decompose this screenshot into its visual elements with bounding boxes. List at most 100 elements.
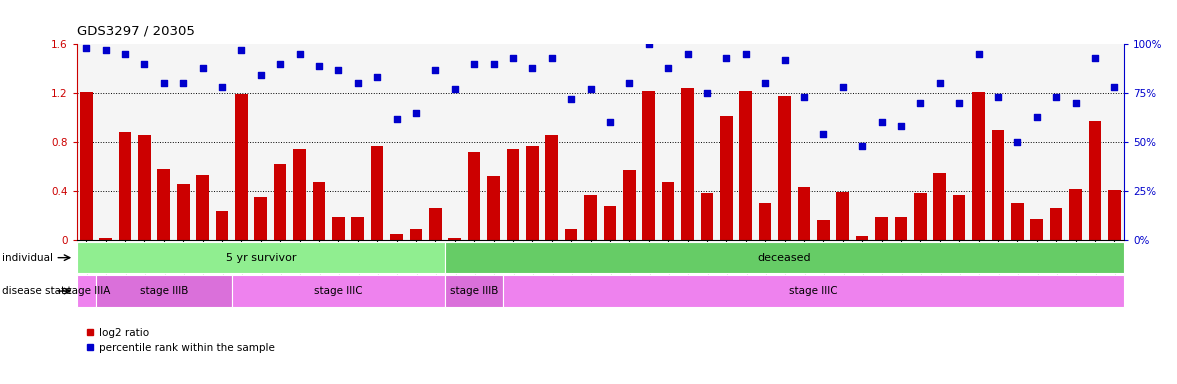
Point [406, 109, 425, 116]
Bar [623, 170, 636, 240]
Bar [1050, 208, 1063, 240]
Point [310, 63, 328, 69]
Text: stage IIIA: stage IIIA [62, 286, 111, 296]
Bar [430, 208, 441, 240]
Point [776, 57, 794, 63]
Point [561, 96, 580, 102]
Bar [895, 217, 907, 240]
Point [213, 84, 232, 90]
Point [620, 80, 639, 86]
Point [484, 61, 503, 67]
Bar [99, 238, 112, 240]
Bar [371, 146, 384, 240]
Point [77, 45, 95, 51]
Point [833, 84, 852, 90]
Point [756, 80, 774, 86]
Bar [313, 182, 325, 240]
Text: stage IIIC: stage IIIC [790, 286, 838, 296]
Text: disease state: disease state [2, 286, 72, 296]
Bar [953, 195, 965, 240]
Point [154, 80, 173, 86]
Bar [487, 176, 500, 240]
Point [465, 61, 484, 67]
Point [737, 51, 756, 57]
Bar [77, 275, 95, 307]
Point [97, 47, 115, 53]
Text: stage IIIC: stage IIIC [314, 286, 363, 296]
Bar [837, 192, 849, 240]
Bar [119, 132, 132, 240]
Bar [584, 195, 597, 240]
Bar [545, 135, 558, 240]
Point [1105, 84, 1124, 90]
Bar [235, 94, 247, 240]
Point [639, 41, 658, 47]
Bar [526, 146, 539, 240]
Point [271, 61, 290, 67]
Bar [1108, 190, 1121, 240]
Point [193, 65, 212, 71]
Point [115, 51, 134, 57]
Bar [1011, 203, 1024, 240]
Point [891, 123, 910, 129]
Point [969, 51, 988, 57]
Bar [972, 92, 985, 240]
Point [950, 100, 969, 106]
Bar [720, 116, 732, 240]
Point [426, 66, 445, 73]
Bar [661, 182, 674, 240]
Bar [95, 275, 232, 307]
Bar [778, 96, 791, 240]
Point [872, 119, 891, 126]
Bar [798, 187, 810, 240]
Bar [332, 217, 345, 240]
Bar [391, 234, 403, 240]
Point [600, 119, 619, 126]
Bar [138, 135, 151, 240]
Bar [1030, 219, 1043, 240]
Bar [254, 197, 267, 240]
Point [911, 100, 930, 106]
Text: stage IIIB: stage IIIB [450, 286, 498, 296]
Bar [293, 149, 306, 240]
Point [794, 94, 813, 100]
Point [852, 143, 871, 149]
Bar [504, 275, 1124, 307]
Point [659, 65, 678, 71]
Bar [876, 217, 887, 240]
Point [989, 94, 1008, 100]
Point [717, 55, 736, 61]
Bar [77, 242, 445, 273]
Point [543, 55, 561, 61]
Point [504, 55, 523, 61]
Point [232, 47, 251, 53]
Point [814, 131, 833, 137]
Bar [274, 164, 286, 240]
Point [174, 80, 193, 86]
Bar [681, 88, 694, 240]
Point [581, 86, 600, 92]
Point [1066, 100, 1085, 106]
Bar [445, 275, 504, 307]
Text: deceased: deceased [758, 253, 811, 263]
Bar [445, 242, 1124, 273]
Bar [933, 173, 946, 240]
Text: stage IIIB: stage IIIB [140, 286, 188, 296]
Text: GDS3297 / 20305: GDS3297 / 20305 [77, 25, 194, 38]
Point [387, 116, 406, 122]
Point [135, 61, 154, 67]
Text: individual: individual [2, 253, 53, 263]
Point [930, 80, 949, 86]
Point [678, 51, 697, 57]
Bar [1069, 189, 1082, 240]
Bar [448, 238, 461, 240]
Bar [643, 91, 656, 240]
Legend: log2 ratio, percentile rank within the sample: log2 ratio, percentile rank within the s… [81, 324, 279, 357]
Bar [410, 229, 423, 240]
Text: 5 yr survivor: 5 yr survivor [226, 253, 297, 263]
Bar [506, 149, 519, 240]
Bar [700, 194, 713, 240]
Point [291, 51, 310, 57]
Bar [468, 152, 480, 240]
Bar [759, 203, 771, 240]
